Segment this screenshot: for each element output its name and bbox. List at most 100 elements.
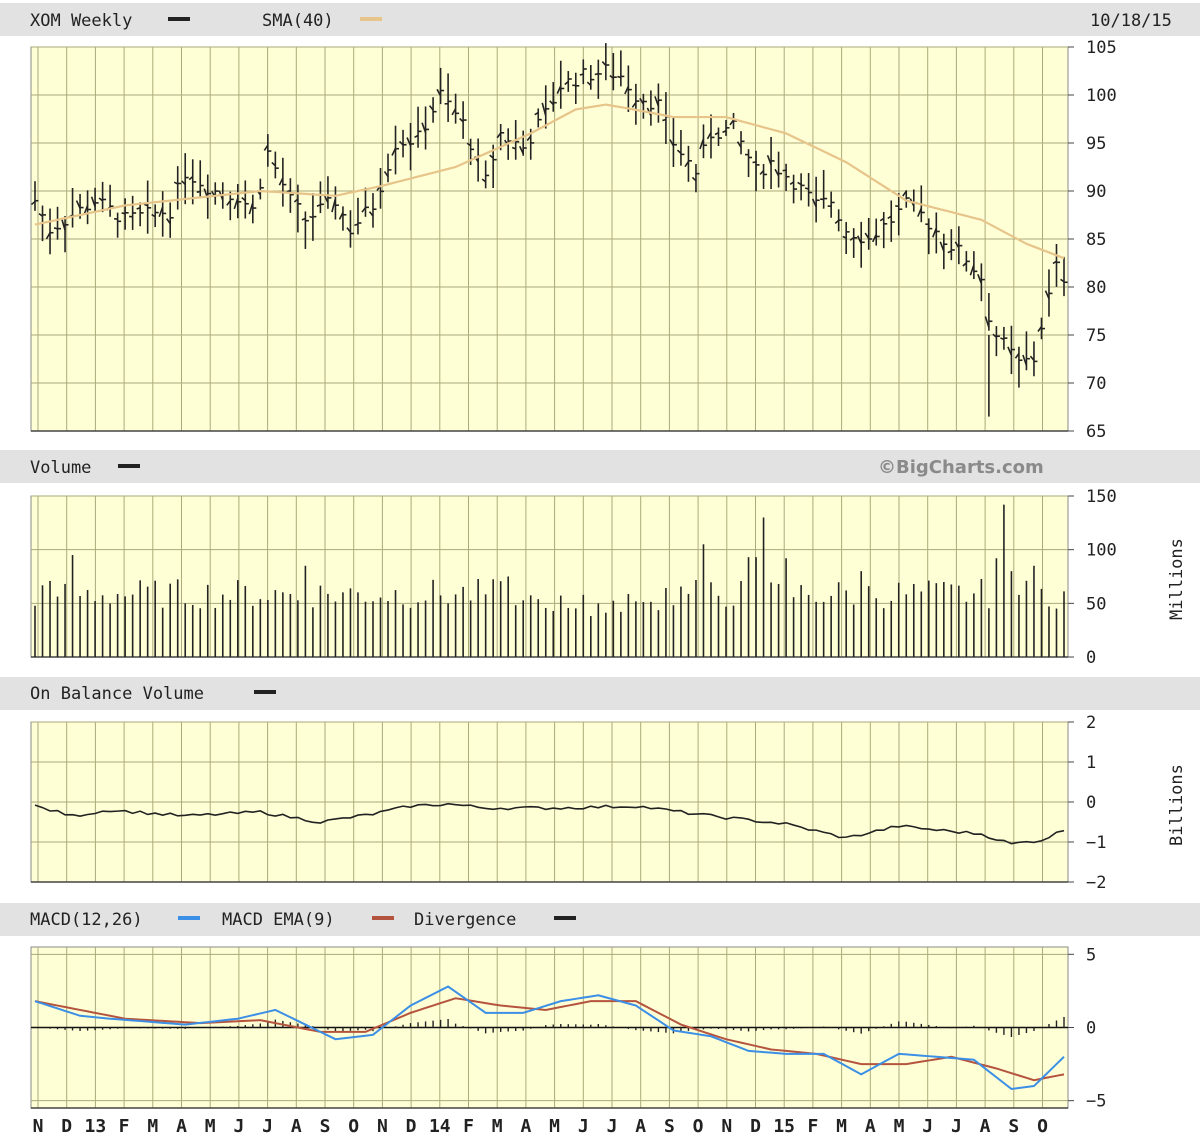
volume-tick-3: 0 <box>1086 648 1096 668</box>
price-bar-95 <box>744 149 753 178</box>
price-bar-34 <box>286 178 294 213</box>
month-label-27: F <box>807 1116 818 1137</box>
price-tick-4: 85 <box>1086 230 1106 250</box>
price-bar-51 <box>414 106 422 148</box>
price-bar-47 <box>383 153 392 183</box>
price-bar-72 <box>572 72 580 104</box>
month-label-11: O <box>348 1116 359 1137</box>
month-axis: N D 13 F M A M J J A S O N D 14 F M A M J J A S O N D 15 F M A M J J A S O <box>33 1116 1049 1137</box>
price-bar-20 <box>181 153 189 205</box>
month-label-2: 13 <box>85 1116 107 1137</box>
price-bar-29 <box>248 194 257 224</box>
price-bar-90 <box>706 114 715 159</box>
price-bar-104 <box>811 176 820 223</box>
price-bar-129 <box>1000 326 1008 350</box>
watermark: ©BigCharts.com <box>878 457 1044 478</box>
month-label-24: N <box>721 1116 732 1137</box>
month-label-3: F <box>119 1116 130 1137</box>
price-bar-103 <box>804 173 813 207</box>
price-bar-57 <box>459 101 467 139</box>
price-bar-41 <box>338 206 347 231</box>
month-label-13: D <box>406 1116 417 1137</box>
price-bar-126 <box>977 263 985 302</box>
price-bar-121 <box>939 233 948 270</box>
month-label-7: J <box>233 1116 244 1137</box>
month-label-25: D <box>750 1116 761 1137</box>
price-bar-107 <box>834 209 843 232</box>
price-bar-32 <box>271 151 279 179</box>
price-bar-36 <box>301 211 309 249</box>
price-bar-83 <box>654 83 662 123</box>
price-bar-131 <box>1014 346 1023 388</box>
month-label-28: M <box>836 1116 847 1137</box>
price-bar-96 <box>752 150 760 192</box>
volume-tick-1: 100 <box>1086 541 1117 561</box>
price-bar-110 <box>856 221 865 268</box>
price-bar-9 <box>98 181 107 213</box>
price-bar-71 <box>564 71 572 92</box>
price-tick-3: 90 <box>1086 182 1106 202</box>
price-bar-15 <box>143 180 152 234</box>
price-bar-38 <box>316 181 324 214</box>
month-label-10: S <box>320 1116 331 1137</box>
month-label-17: A <box>520 1116 531 1137</box>
price-bar-77 <box>609 53 617 91</box>
month-label-31: J <box>922 1116 933 1137</box>
obv-title: On Balance Volume <box>30 684 204 704</box>
price-bar-50 <box>406 123 415 171</box>
price-bar-70 <box>556 60 565 109</box>
month-label-35: O <box>1037 1116 1048 1137</box>
price-bar-102 <box>797 173 805 201</box>
price-panel: 105 100 95 90 85 80 75 70 65 <box>30 38 1117 442</box>
price-title: XOM Weekly <box>30 11 132 31</box>
price-bar-3 <box>53 206 62 240</box>
price-bar-45 <box>368 193 377 228</box>
sma-line <box>34 103 1065 260</box>
macd-line <box>34 985 1065 1091</box>
month-label-33: A <box>980 1116 991 1137</box>
month-label-8: J <box>262 1116 273 1137</box>
month-label-1: D <box>61 1116 72 1137</box>
price-bar-53 <box>428 97 437 123</box>
price-bar-100 <box>782 163 790 191</box>
price-bar-81 <box>639 93 647 119</box>
price-tick-8: 65 <box>1086 422 1106 442</box>
price-bar-49 <box>398 129 407 158</box>
price-bar-89 <box>699 124 707 159</box>
obv-tick-3: −1 <box>1086 833 1106 853</box>
month-label-26: 15 <box>773 1116 795 1137</box>
price-bar-4 <box>60 216 69 253</box>
price-bar-54 <box>436 67 445 105</box>
price-bar-12 <box>121 198 129 230</box>
price-bar-116 <box>902 190 910 208</box>
price-bar-106 <box>827 191 835 218</box>
price-bar-136 <box>1052 243 1060 287</box>
month-label-0: N <box>33 1116 44 1137</box>
macd-panel: 5 0 −5 <box>30 945 1106 1112</box>
price-bar-11 <box>114 212 122 238</box>
month-label-18: M <box>549 1116 560 1137</box>
price-tick-7: 70 <box>1086 374 1106 394</box>
price-bar-27 <box>233 184 242 219</box>
price-bar-101 <box>789 174 798 204</box>
price-bar-127 <box>984 293 993 331</box>
price-bar-0 <box>30 181 39 211</box>
price-bar-98 <box>766 136 775 190</box>
price-bar-73 <box>579 59 587 85</box>
price-bar-125 <box>969 251 978 280</box>
volume-tick-0: 150 <box>1086 487 1117 507</box>
price-bar-56 <box>451 93 460 124</box>
ema-label: MACD EMA(9) <box>222 910 335 930</box>
price-bar-67 <box>534 108 542 128</box>
volume-tick-2: 50 <box>1086 594 1106 614</box>
month-label-12: N <box>377 1116 388 1137</box>
month-label-4: M <box>147 1116 158 1137</box>
price-bar-111 <box>864 217 873 250</box>
price-bar-21 <box>188 159 197 205</box>
price-tick-2: 95 <box>1086 134 1106 154</box>
price-bar-61 <box>489 144 497 188</box>
macd-tick-0: 5 <box>1086 945 1096 965</box>
price-bar-8 <box>90 187 99 213</box>
macd-tick-2: −5 <box>1086 1092 1106 1112</box>
price-bar-132 <box>1022 331 1030 371</box>
